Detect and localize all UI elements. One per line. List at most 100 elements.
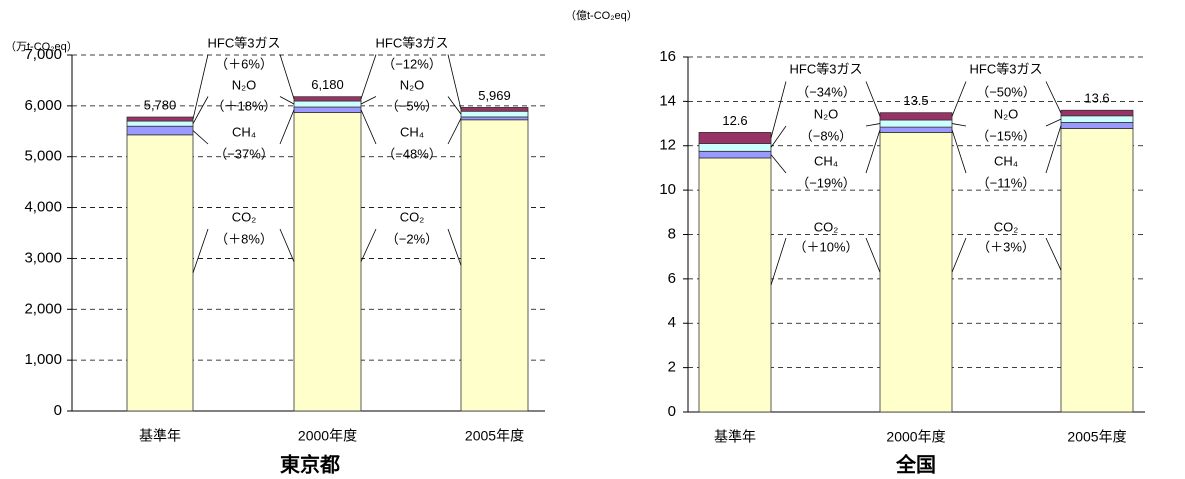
leader-line: [279, 228, 295, 262]
total-label: 13.6: [1084, 91, 1109, 106]
total-label: 5,969: [478, 88, 511, 103]
annotation-name: HFC等3ガス: [208, 35, 281, 50]
total-label: 12.6: [722, 113, 747, 128]
annotation-name: HFC等3ガス: [376, 35, 449, 50]
leader-line: [865, 123, 881, 127]
x-tick-label: 基準年: [139, 428, 181, 444]
bar-segment: [460, 110, 529, 118]
annotation-name: CO₂: [232, 209, 257, 224]
annotation-change: （−34%）: [796, 84, 856, 99]
y-tick-label: 0: [668, 403, 676, 420]
y-tick-label: 4,000: [24, 199, 62, 216]
leader-line: [279, 96, 295, 105]
annotation-change: （＋6%）: [215, 56, 273, 71]
annotation-name: CH₄: [400, 124, 424, 139]
annotation-name: CO₂: [400, 209, 425, 224]
y-tick-label: 7,000: [24, 46, 62, 63]
bar-segment: [698, 143, 772, 152]
x-tick-label: 2005年度: [465, 428, 524, 444]
leader-line: [447, 96, 462, 115]
leader-line: [192, 96, 209, 124]
y-tick-label: 16: [659, 48, 676, 65]
bar-segment: [698, 150, 772, 159]
bar-segment: [293, 100, 362, 108]
annotation-change: （−5%）: [386, 98, 438, 113]
annotation-change: （＋8%）: [215, 231, 273, 246]
leader-line: [1045, 118, 1062, 127]
leader-line: [192, 130, 209, 145]
leader-line: [1045, 81, 1062, 114]
bar-segment: [879, 119, 953, 128]
annotation-change: （−48%）: [382, 146, 442, 161]
annotation-change: （−19%）: [796, 175, 856, 190]
annotation-change: （＋18%）: [211, 98, 276, 113]
y-tick-label: 6: [668, 270, 676, 287]
x-tick-label: 2000年度: [298, 428, 357, 444]
annotation-change: （−12%）: [382, 56, 442, 71]
bar-segment: [1060, 128, 1134, 413]
leader-line: [360, 228, 377, 262]
bar-segment: [126, 134, 194, 412]
y-tick-label: 1,000: [24, 351, 62, 368]
leader-line: [865, 237, 881, 273]
y-tick-label: 8: [668, 225, 676, 242]
annotation-change: （−8%）: [800, 128, 852, 143]
annotation-change: （−50%）: [976, 84, 1036, 99]
bar-segment: [698, 157, 772, 413]
leader-line: [360, 109, 377, 145]
y-axis-unit: （億t-CO₂eq）: [565, 9, 638, 22]
bar-segment: [879, 112, 953, 121]
y-tick-label: 14: [659, 92, 676, 109]
y-tick-label: 12: [659, 137, 676, 154]
y-tick-label: 6,000: [24, 97, 62, 114]
leader-line: [1045, 237, 1062, 271]
leader-line: [447, 228, 462, 266]
y-tick-label: 10: [659, 181, 676, 198]
leader-line: [192, 228, 209, 274]
leader-line: [447, 54, 462, 110]
annotation-change: （＋3%）: [977, 239, 1035, 254]
total-label: 5,780: [144, 97, 177, 112]
bar-segment: [126, 116, 194, 122]
bar-segment: [293, 112, 362, 412]
leader-line: [279, 54, 295, 99]
annotation-change: （−2%）: [386, 231, 438, 246]
leader-line: [360, 54, 377, 99]
leader-line: [360, 96, 377, 105]
total-label: 6,180: [311, 77, 344, 92]
annotation-name: CH₄: [814, 153, 838, 168]
annotation-change: （−11%）: [977, 175, 1036, 190]
leader-line: [1045, 125, 1062, 174]
leader-line: [770, 81, 787, 139]
annotation-change: （−15%）: [976, 128, 1036, 143]
annotation-name: CH₄: [994, 153, 1018, 168]
bar-segment: [1060, 109, 1134, 117]
leader-line: [770, 237, 787, 286]
bar-segment: [879, 132, 953, 413]
bar-segment: [293, 96, 362, 102]
bar-segment: [126, 125, 194, 136]
annotation-name: N₂O: [994, 106, 1019, 121]
bar-segment: [1060, 122, 1134, 129]
leader-line: [279, 109, 295, 145]
y-axis-unit: （万t-CO₂eq）: [5, 40, 78, 53]
y-tick-label: 4: [668, 314, 676, 331]
annotation-change: （＋10%）: [793, 239, 858, 254]
x-tick-label: 2000年度: [886, 429, 945, 445]
leader-line: [447, 118, 462, 145]
leader-line: [951, 129, 967, 174]
leader-line: [770, 125, 787, 148]
annotation-name: N₂O: [814, 106, 839, 121]
x-tick-label: 基準年: [714, 429, 756, 445]
leader-line: [951, 237, 967, 273]
bar-segment: [293, 106, 362, 113]
annotation-change: （−37%）: [214, 146, 274, 161]
y-tick-label: 2,000: [24, 300, 62, 317]
bar-segment: [126, 120, 194, 127]
annotation-name: N₂O: [232, 77, 257, 92]
bar-segment: [460, 119, 529, 412]
leader-line: [865, 129, 881, 174]
total-label: 13.5: [903, 93, 928, 108]
bar-segment: [698, 132, 772, 144]
